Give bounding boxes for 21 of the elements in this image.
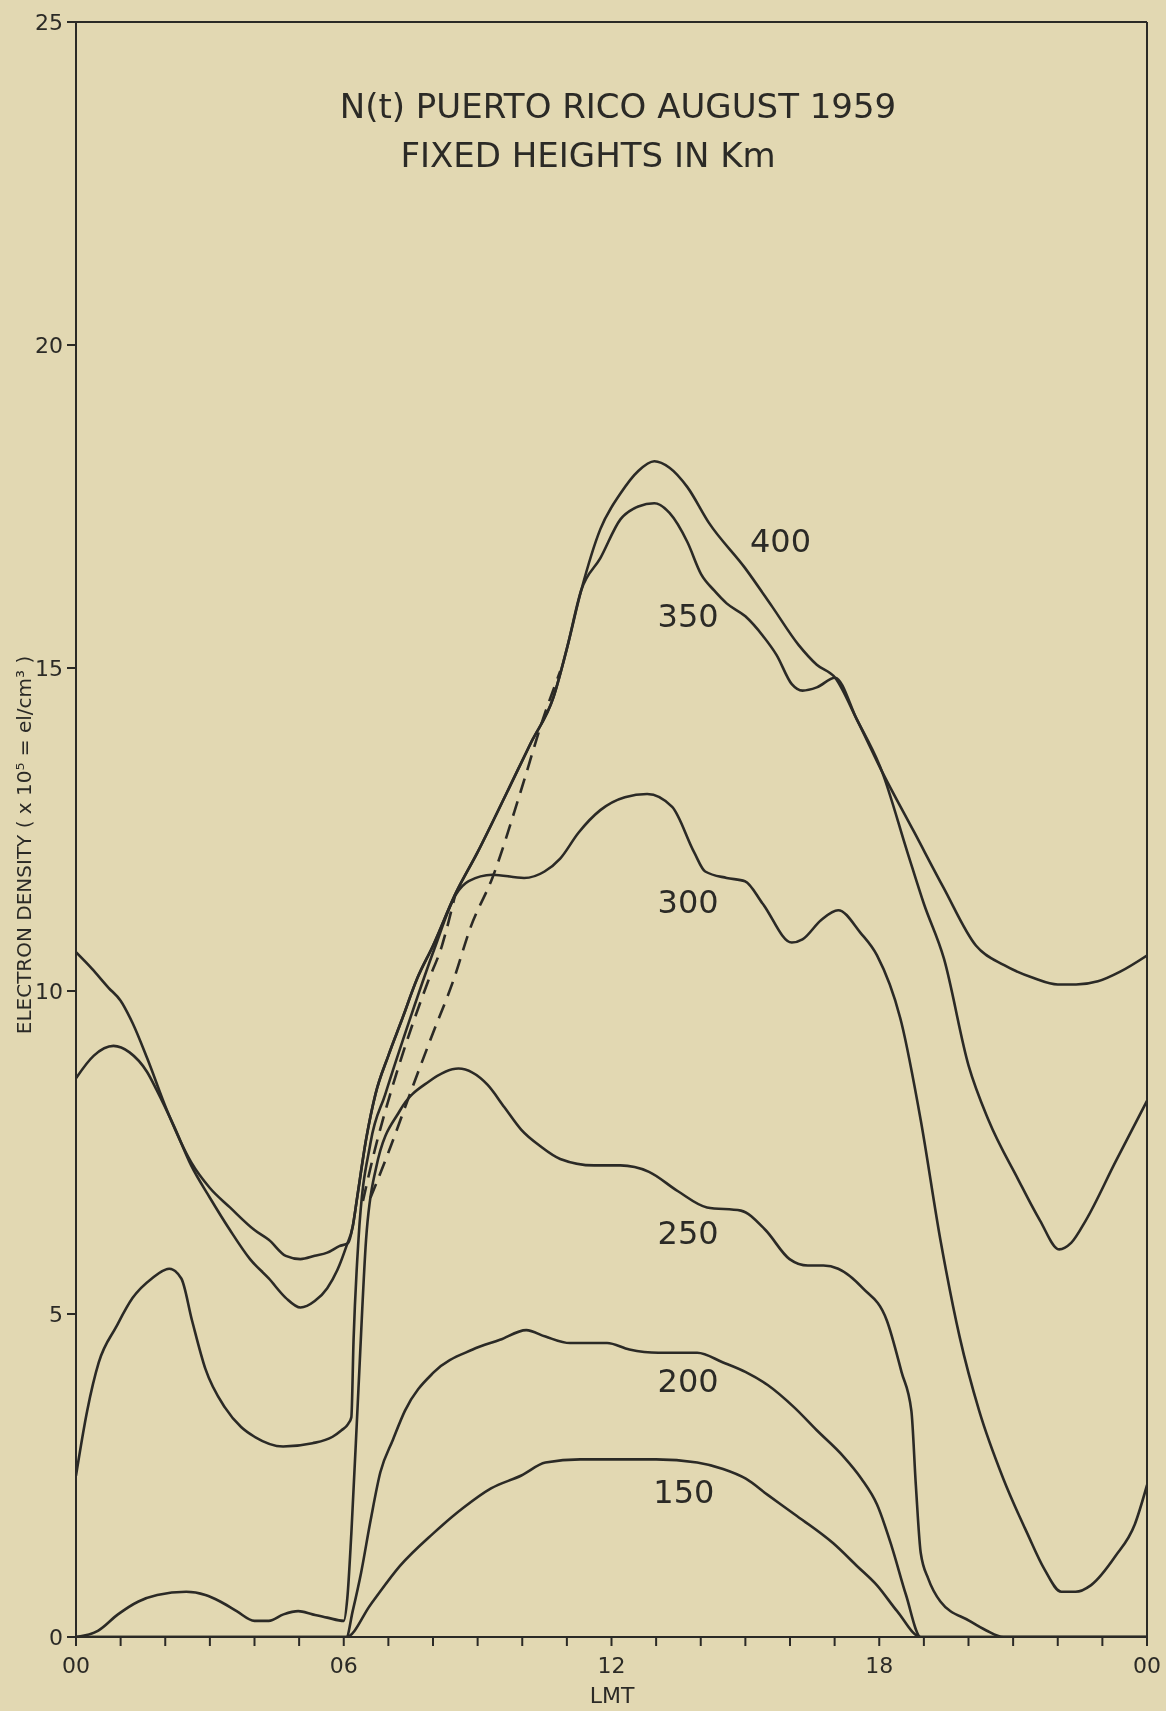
x-tick-label: 12 bbox=[597, 1653, 626, 1678]
y-axis-title: ELECTRON DENSITY ( x 10⁵ = el/cm³ ) bbox=[12, 655, 36, 1035]
series-label: 200 bbox=[657, 1361, 719, 1400]
x-tick-label: 00 bbox=[1133, 1653, 1161, 1678]
series-label: 250 bbox=[657, 1214, 719, 1253]
y-tick-label: 0 bbox=[49, 1624, 63, 1650]
y-tick-label: 15 bbox=[35, 655, 63, 681]
x-axis-title: LMT bbox=[589, 1683, 635, 1708]
series-label: 300 bbox=[657, 883, 719, 922]
series-label: 350 bbox=[657, 596, 719, 635]
x-tick-label: 00 bbox=[62, 1653, 90, 1678]
y-tick-label: 25 bbox=[35, 9, 63, 35]
series-label: 400 bbox=[749, 521, 812, 560]
series-label: 150 bbox=[653, 1473, 715, 1512]
x-tick-label: 06 bbox=[329, 1653, 358, 1678]
y-tick-label: 20 bbox=[35, 332, 63, 358]
text: FIXED HEIGHTS IN Km bbox=[400, 135, 776, 175]
y-tick-label: 5 bbox=[49, 1301, 63, 1327]
x-tick-label: 18 bbox=[865, 1653, 894, 1678]
y-tick-label: 10 bbox=[35, 978, 63, 1004]
text: N(t) PUERTO RICO AUGUST 1959 bbox=[339, 86, 897, 126]
